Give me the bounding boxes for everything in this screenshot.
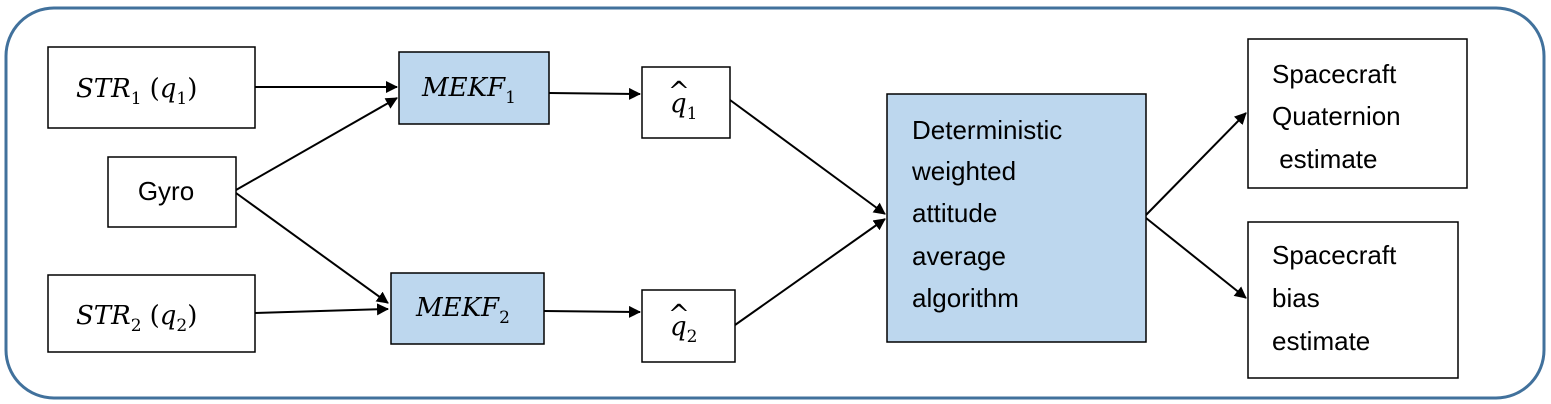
- connectors: [235, 81, 1247, 326]
- arrow-averager-to-bias: [1145, 217, 1247, 299]
- qhat1-box: [641, 66, 731, 139]
- mekf2-node: MEKF2: [390, 272, 545, 345]
- quaternion-output-line-2: Quaternion: [1272, 101, 1401, 131]
- gyro-node: Gyro: [107, 156, 237, 228]
- arrow-qhat2-to-averager: [734, 218, 886, 326]
- averager-line-4: average: [912, 241, 1006, 271]
- quaternion-output-node: Spacecraft Quaternion estimate: [1247, 38, 1468, 189]
- arrow-gyro-to-mekf2: [235, 192, 389, 304]
- averager-line-2: weighted: [911, 156, 1016, 186]
- mekf2-label: MEKF2: [415, 293, 510, 328]
- qhat2-node: q2 ^: [641, 289, 736, 363]
- averager-node: Deterministic weighted attitude average …: [886, 93, 1147, 343]
- mekf1-label: MEKF1: [421, 73, 516, 108]
- arrow-gyro-to-mekf1: [235, 97, 398, 191]
- arrow-averager-to-quat: [1145, 112, 1247, 216]
- mekf1-node: MEKF1: [398, 51, 550, 125]
- str1-label: STR1 (q1): [76, 74, 197, 109]
- qhat1-hat: ^: [668, 77, 690, 107]
- qhat1-node: q1 ^: [641, 66, 731, 139]
- mekf1-box: [398, 51, 550, 125]
- quaternion-output-line-3: estimate: [1272, 144, 1378, 174]
- qhat1-label: q1: [670, 89, 697, 124]
- qhat2-hat: ^: [668, 300, 690, 330]
- arrow-qhat1-to-averager: [729, 99, 886, 215]
- str1-node: STR1 (q1): [47, 46, 256, 129]
- arrow-mekf1-to-qhat1: [548, 87, 641, 100]
- averager-line-3: attitude: [912, 198, 997, 228]
- str2-node: STR2 (q2): [47, 274, 256, 353]
- averager-line-1: Deterministic: [912, 115, 1062, 145]
- quaternion-output-line-1: Spacecraft: [1272, 59, 1397, 89]
- gyro-label: Gyro: [138, 176, 194, 206]
- bias-output-line-3: estimate: [1272, 326, 1370, 356]
- bias-output-line-1: Spacecraft: [1272, 240, 1397, 270]
- mekf2-box: [390, 272, 545, 345]
- gyro-box: [107, 156, 237, 228]
- str2-label: STR2 (q2): [76, 301, 197, 336]
- qhat2-box: [641, 289, 736, 363]
- bias-output-node: Spacecraft bias estimate: [1247, 221, 1459, 379]
- bias-output-box: [1247, 221, 1459, 379]
- arrow-str2-to-mekf2: [254, 303, 389, 316]
- bias-output-line-2: bias: [1272, 283, 1320, 313]
- str1-box: [47, 46, 256, 129]
- str2-box: [47, 274, 256, 353]
- quaternion-output-box: [1247, 38, 1468, 189]
- arrow-mekf2-to-qhat2: [543, 305, 641, 318]
- qhat2-label: q2: [670, 312, 697, 347]
- averager-line-5: algorithm: [912, 283, 1019, 313]
- averager-box: [886, 93, 1147, 343]
